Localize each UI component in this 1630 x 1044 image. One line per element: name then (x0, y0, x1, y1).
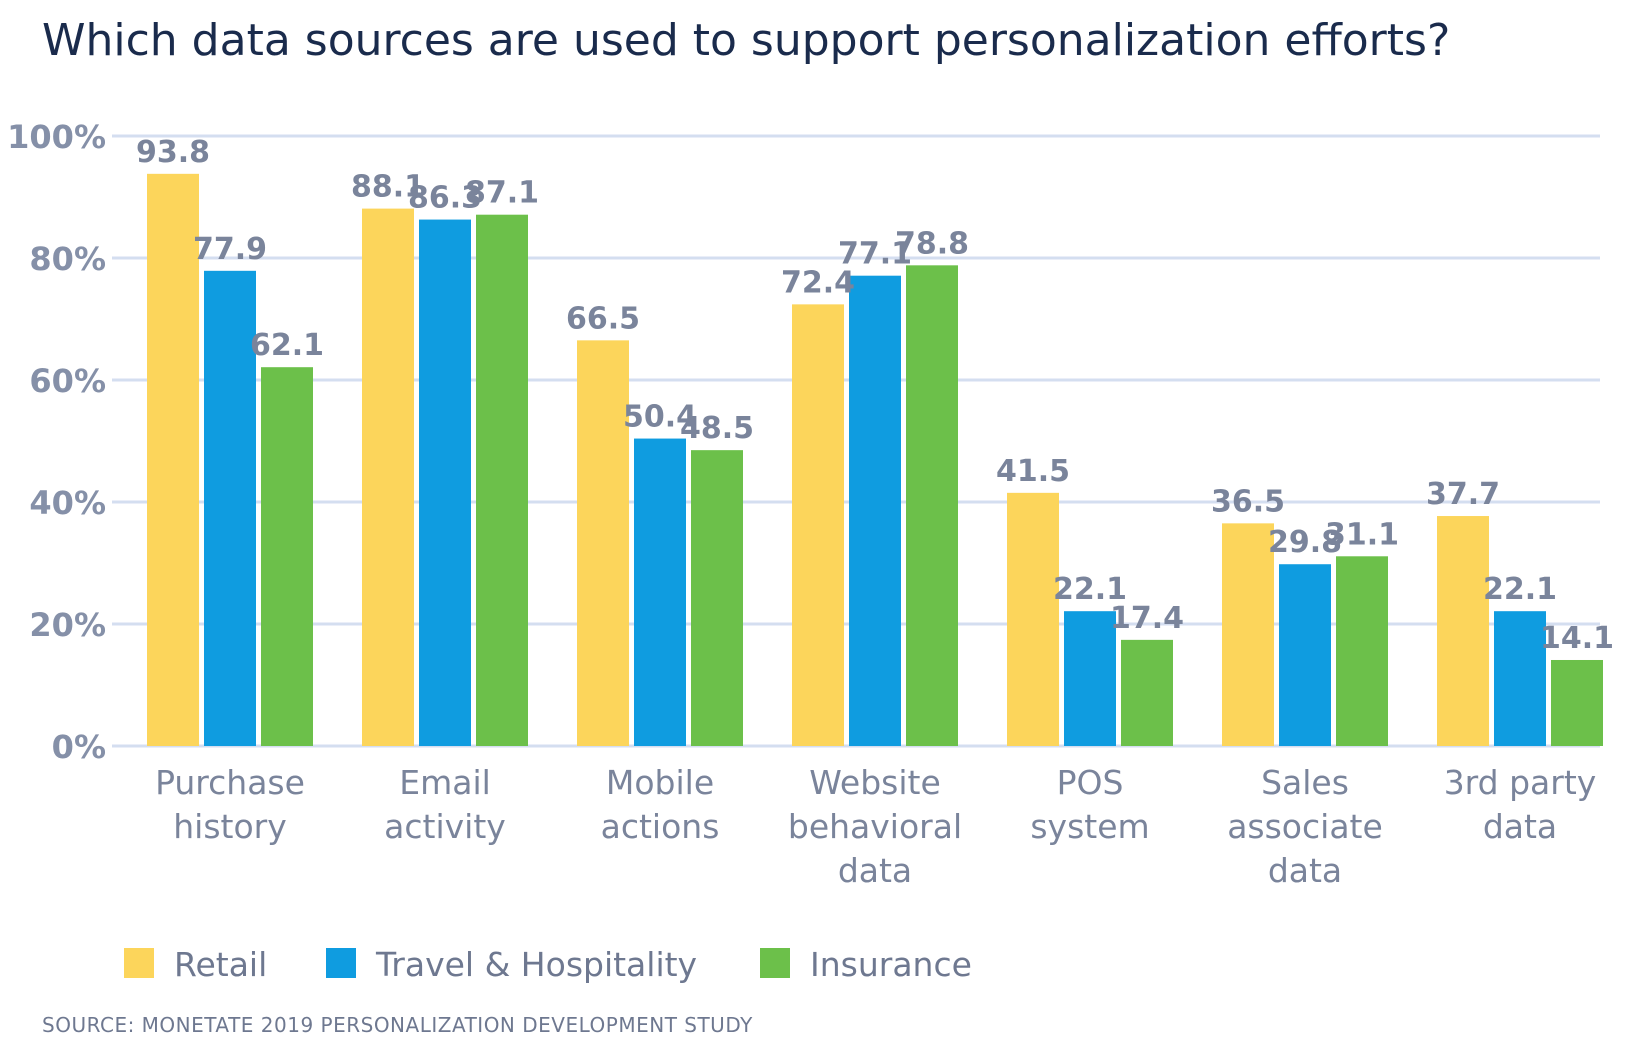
bar-retail-5 (1222, 523, 1274, 746)
category-label: data (838, 851, 912, 890)
value-label: 48.5 (680, 411, 754, 446)
value-label: 14.1 (1540, 621, 1614, 656)
category-label: behavioral (788, 807, 962, 846)
bars (147, 173, 1603, 747)
category-label: Mobile (606, 763, 714, 802)
value-label: 86.3 (408, 181, 482, 216)
value-label: 22.1 (1053, 572, 1127, 607)
value-label: 93.8 (136, 135, 210, 170)
category-label: Sales (1261, 763, 1349, 802)
y-tick-label: 40% (29, 484, 106, 522)
category-labels: Purchase history Email activity Mobile action… (155, 763, 1596, 890)
value-label: 31.1 (1325, 517, 1399, 552)
bar-travel-hospitality-6 (1494, 611, 1546, 746)
chart-title: Which data sources are used to support p… (42, 15, 1450, 66)
legend-label: Retail (174, 945, 267, 984)
y-tick-label: 80% (29, 240, 106, 278)
category-label: Purchase (155, 763, 305, 802)
value-label: 37.7 (1426, 477, 1500, 512)
bar-travel-hospitality-4 (1064, 611, 1116, 746)
category-label: history (173, 807, 287, 846)
bar-insurance-5 (1336, 556, 1388, 746)
value-label: 77.9 (193, 232, 267, 267)
value-label: 72.4 (781, 265, 855, 300)
legend-swatch-insurance (760, 948, 790, 978)
value-labels: 93.8 77.9 62.1 88.186.387.1 66.5 50.448.5 72.4… (136, 135, 1614, 656)
category-label: actions (601, 807, 720, 846)
y-tick-label: 100% (7, 118, 106, 156)
category-label: POS (1057, 763, 1124, 802)
bar-retail-0 (147, 173, 199, 746)
value-label: 17.4 (1110, 601, 1184, 636)
category-label: Email (399, 763, 491, 802)
bar-travel-hospitality-3 (849, 275, 901, 746)
value-label: 50.4 (623, 400, 697, 435)
legend-swatch-travel-hospitality (326, 948, 356, 978)
value-label: 29.8 (1268, 525, 1342, 560)
legend: Retail Travel & Hospitality Insurance (124, 945, 972, 984)
bar-retail-1 (362, 208, 414, 747)
bar-insurance-2 (691, 450, 743, 746)
value-label: 88.1 (351, 170, 425, 205)
legend-swatch-retail (124, 948, 154, 978)
category-label: 3rd party (1444, 763, 1597, 802)
bar-retail-4 (1007, 492, 1059, 746)
bar-insurance-4 (1121, 639, 1173, 746)
value-label: 22.1 (1483, 572, 1557, 607)
value-label: 66.5 (566, 301, 640, 336)
category-label: associate (1227, 807, 1383, 846)
bar-travel-hospitality-5 (1279, 564, 1331, 746)
category-label: data (1483, 807, 1557, 846)
y-tick-label: 60% (29, 362, 106, 400)
category-label: activity (384, 807, 506, 846)
y-tick-label: 20% (29, 606, 106, 644)
bar-insurance-0 (261, 367, 313, 746)
value-label: 87.1 (465, 176, 539, 211)
category-label: system (1030, 807, 1149, 846)
bar-insurance-1 (476, 214, 528, 746)
bar-insurance-6 (1551, 659, 1603, 746)
y-tick-label: 0% (52, 728, 106, 766)
value-label: 62.1 (250, 328, 324, 363)
bar-travel-hospitality-1 (419, 219, 471, 746)
category-label: data (1268, 851, 1342, 890)
value-label: 77.1 (838, 237, 912, 272)
legend-label: Travel & Hospitality (375, 945, 697, 984)
value-label: 78.8 (895, 226, 969, 261)
legend-label: Insurance (810, 945, 972, 984)
source-note: SOURCE: MONETATE 2019 PERSONALIZATION DE… (42, 1013, 753, 1037)
value-label: 41.5 (996, 454, 1070, 489)
bar-insurance-3 (906, 265, 958, 746)
bar-retail-6 (1437, 516, 1489, 746)
bar-travel-hospitality-0 (204, 270, 256, 746)
value-label: 36.5 (1211, 484, 1285, 519)
category-label: Website (809, 763, 941, 802)
y-axis-ticks: 0% 20% 40% 60% 80% 100% (7, 118, 106, 766)
bar-retail-2 (577, 340, 629, 746)
bar-retail-3 (792, 304, 844, 746)
bar-travel-hospitality-2 (634, 438, 686, 746)
